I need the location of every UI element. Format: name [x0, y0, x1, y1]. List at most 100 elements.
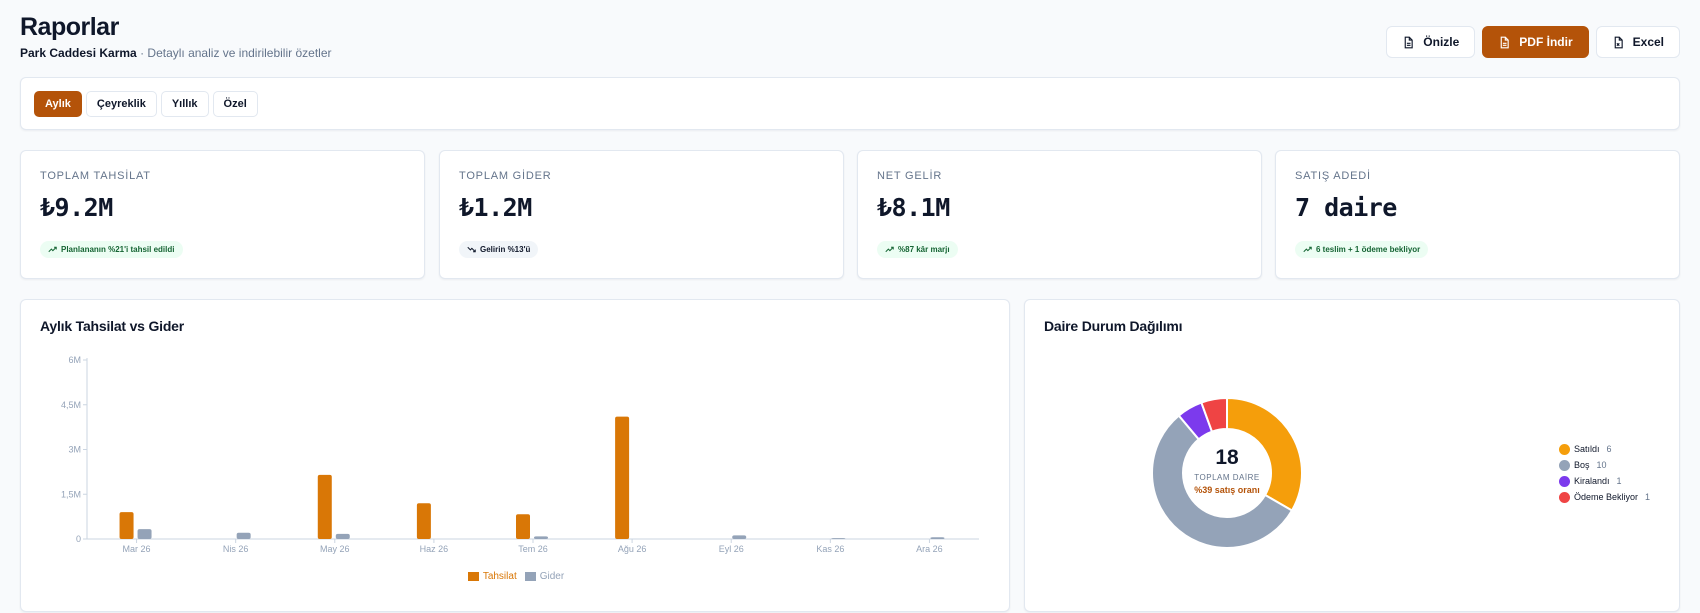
- bar-gider[interactable]: [831, 538, 846, 539]
- trend-up-icon: [1303, 246, 1312, 253]
- page-description: Detaylı analiz ve indirilebilir özetler: [147, 46, 332, 60]
- x-tick-label: Ağu 26: [618, 544, 647, 554]
- kpi-badge: Planlananın %21'i tahsil edildi: [40, 241, 183, 258]
- legend-dot: [1559, 459, 1570, 471]
- donut-legend-item[interactable]: Kiralandı 1: [1559, 473, 1650, 489]
- kpi-card-total-collection: TOPLAM TAHSİLAT ₺9.2M Planlananın %21'i …: [20, 150, 425, 279]
- preview-label: Önizle: [1423, 35, 1460, 49]
- donut-legend-item[interactable]: Ödeme Bekliyor 1: [1559, 489, 1650, 505]
- page-subtitle: Park Caddesi Karma · Detaylı analiz ve i…: [20, 46, 1680, 60]
- kpi-badge: 6 teslim + 1 ödeme bekliyor: [1295, 241, 1429, 258]
- document-icon: [1500, 36, 1510, 48]
- trend-up-icon: [48, 246, 57, 253]
- legend-dot: [1559, 491, 1570, 503]
- kpi-value: 7 daire: [1295, 193, 1397, 222]
- legend-swatch: [524, 572, 536, 581]
- period-tab-quarterly[interactable]: Çeyreklik: [85, 91, 157, 117]
- period-tab-yearly[interactable]: Yıllık: [160, 91, 209, 117]
- kpi-label: TOPLAM GİDER: [459, 170, 552, 182]
- x-tick-label: Eyl 26: [719, 544, 744, 554]
- bar-tahsilat[interactable]: [516, 514, 530, 539]
- donut-legend-count: 6: [1606, 444, 1612, 454]
- y-tick-label: 1,5M: [61, 489, 81, 499]
- period-tab-custom[interactable]: Özel: [212, 91, 258, 117]
- bar-tahsilat[interactable]: [416, 503, 431, 539]
- page-title: Raporlar: [20, 13, 119, 41]
- spreadsheet-icon: [1614, 36, 1623, 48]
- trend-down-icon: [467, 246, 476, 253]
- bar-tahsilat[interactable]: [317, 474, 332, 539]
- donut-legend-item[interactable]: Boş 10: [1559, 457, 1650, 473]
- kpi-label: SATIŞ ADEDİ: [1295, 170, 1371, 182]
- legend-label: Gider: [539, 571, 565, 582]
- donut-legend-label: Ödeme Bekliyor: [1574, 492, 1639, 502]
- pdf-download-label: PDF İndir: [1519, 35, 1573, 49]
- y-tick-label: 4,5M: [61, 400, 81, 410]
- legend-dot: [1559, 475, 1570, 487]
- donut-legend-label: Kiralandı: [1574, 476, 1610, 486]
- kpi-card-sales-count: SATIŞ ADEDİ 7 daire 6 teslim + 1 ödeme b…: [1275, 150, 1680, 279]
- donut-slice[interactable]: [1200, 396, 1228, 433]
- donut-legend-item[interactable]: Satıldı 6: [1559, 441, 1650, 457]
- kpi-badge-text: 6 teslim + 1 ödeme bekliyor: [1316, 245, 1421, 254]
- legend-label: Tahsilat: [482, 571, 517, 582]
- legend-dot: [1559, 443, 1570, 455]
- y-tick-label: 3M: [68, 445, 81, 455]
- bar-chart-legend: Tahsilat Gider: [21, 571, 1011, 582]
- project-name: Park Caddesi Karma: [20, 46, 137, 60]
- trend-up-icon: [885, 246, 894, 253]
- bar-gider[interactable]: [335, 533, 350, 539]
- legend-item[interactable]: Tahsilat: [467, 571, 517, 582]
- x-tick-label: Ara 26: [916, 544, 943, 554]
- donut-slice[interactable]: [1226, 396, 1303, 512]
- bar-chart: 0 1,5M 3M 4,5M 6M Mar 26 Nis 26 May 26 Haz 26 Tem…: [61, 355, 979, 554]
- donut-center-rate: %39 satış oranı: [1194, 485, 1260, 495]
- x-tick-label: Kas 26: [816, 544, 844, 554]
- legend-item[interactable]: Gider: [524, 571, 565, 582]
- kpi-card-net-income: NET GELİR ₺8.1M %87 kâr marjı: [857, 150, 1262, 279]
- donut-center-label: TOPLAM DAİRE: [1194, 473, 1259, 482]
- y-tick-label: 0: [76, 534, 81, 544]
- report-actions: Önizle PDF İndir Excel: [1386, 26, 1680, 58]
- x-tick-label: Tem 26: [518, 544, 548, 554]
- donut-chart-title: Daire Durum Dağılımı: [1044, 318, 1183, 334]
- kpi-badge-text: %87 kâr marjı: [898, 245, 950, 254]
- donut-legend-count: 10: [1596, 460, 1607, 470]
- bar-gider[interactable]: [236, 532, 251, 539]
- excel-export-label: Excel: [1632, 35, 1664, 49]
- kpi-value: ₺8.1M: [877, 193, 950, 222]
- bar-gider[interactable]: [732, 535, 747, 539]
- donut-legend-label: Satıldı: [1574, 444, 1600, 454]
- bar-gider[interactable]: [137, 529, 152, 539]
- donut-chart: 18 TOPLAM DAİRE %39 satış oranı: [1151, 396, 1303, 549]
- kpi-badge-text: Gelirin %13'ü: [480, 245, 531, 254]
- preview-button[interactable]: Önizle: [1386, 26, 1476, 58]
- kpi-badge-text: Planlananın %21'i tahsil edildi: [61, 245, 175, 254]
- page-header: Raporlar Park Caddesi Karma · Detaylı an…: [20, 12, 1680, 62]
- legend-swatch: [467, 572, 479, 581]
- bar-tahsilat[interactable]: [119, 512, 134, 539]
- kpi-value: ₺9.2M: [40, 193, 113, 222]
- donut-legend-count: 1: [1645, 492, 1651, 502]
- donut-legend: Satıldı 6 Boş 10 Kiralandı 1 Ödeme Bekliyor 1: [1559, 441, 1650, 505]
- kpi-label: TOPLAM TAHSİLAT: [40, 170, 151, 182]
- x-tick-label: May 26: [320, 544, 350, 554]
- kpi-value: ₺1.2M: [459, 193, 532, 222]
- period-selector: Aylık Çeyreklik Yıllık Özel: [20, 77, 1680, 130]
- donut-center-value: 18: [1215, 446, 1239, 469]
- excel-export-button[interactable]: Excel: [1595, 26, 1680, 58]
- kpi-badge: %87 kâr marjı: [877, 241, 958, 258]
- y-tick-label: 6M: [68, 355, 81, 365]
- pdf-download-button[interactable]: PDF İndir: [1482, 26, 1589, 58]
- subtitle-separator: ·: [136, 46, 148, 60]
- bar-gider[interactable]: [930, 537, 945, 539]
- kpi-label: NET GELİR: [877, 170, 943, 182]
- unit-status-card: Daire Durum Dağılımı 18 TOPLAM DAİRE %39 s…: [1024, 299, 1680, 612]
- bar-tahsilat[interactable]: [615, 416, 630, 539]
- bar-gider[interactable]: [534, 536, 548, 539]
- period-tab-monthly[interactable]: Aylık: [34, 91, 82, 117]
- donut-legend-label: Boş: [1574, 460, 1590, 470]
- donut-slice[interactable]: [1151, 414, 1294, 549]
- kpi-card-total-expense: TOPLAM GİDER ₺1.2M Gelirin %13'ü: [439, 150, 844, 279]
- monthly-chart-card: Aylık Tahsilat vs Gider 0 1,5M 3M 4,5M 6M Mar…: [20, 299, 1010, 612]
